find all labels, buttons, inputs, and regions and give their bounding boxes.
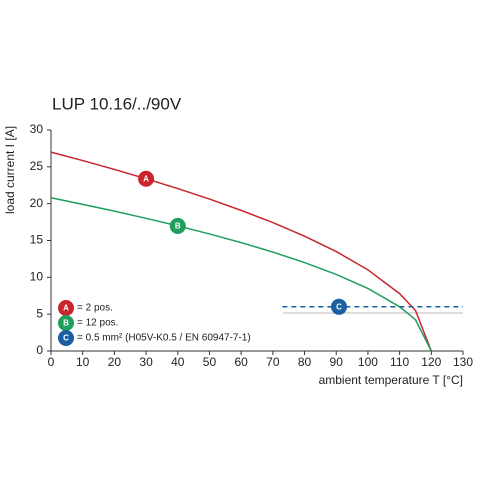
- y-axis-label: load current I [A]: [3, 126, 17, 214]
- y-tick-label: 0: [36, 343, 43, 357]
- series-marker-letter: B: [175, 222, 181, 231]
- x-tick-label: 130: [453, 355, 473, 369]
- series-marker: [331, 298, 347, 315]
- series-marker: [138, 170, 155, 187]
- x-tick-label: 0: [48, 355, 55, 369]
- legend-marker-letter: A: [63, 304, 69, 313]
- x-tick-label: 20: [108, 355, 122, 369]
- x-tick-label: 110: [390, 355, 409, 369]
- legend-label: = 12 pos.: [77, 318, 118, 329]
- x-tick-label: 70: [266, 355, 280, 369]
- legend-marker-letter: B: [63, 319, 69, 328]
- series-marker-letter: C: [336, 302, 342, 311]
- y-tick-label: 20: [30, 196, 44, 210]
- series-line: [50, 151, 433, 352]
- x-tick-label: 60: [234, 355, 248, 369]
- x-tick-label: 10: [76, 355, 90, 369]
- chart-title: LUP 10.16/../90V: [52, 94, 182, 113]
- x-tick-label: 120: [421, 355, 441, 369]
- legend-marker-letter: C: [63, 334, 69, 343]
- legend-marker: [58, 300, 74, 316]
- x-tick-label: 30: [139, 355, 153, 369]
- y-tick-label: 5: [36, 306, 43, 320]
- series-marker: [169, 217, 186, 234]
- y-tick-label: 30: [30, 122, 44, 136]
- y-tick-label: 15: [30, 233, 44, 247]
- x-tick-label: 100: [358, 355, 378, 369]
- x-axis-label: ambient temperature T [°C]: [319, 373, 463, 387]
- x-tick-label: 50: [203, 355, 217, 369]
- legend-marker: [58, 315, 74, 331]
- y-tick-label: 10: [30, 270, 44, 284]
- x-tick-label: 80: [298, 355, 312, 369]
- y-tick-label: 25: [30, 159, 44, 173]
- legend-label: = 0.5 mm² (H05V-K0.5 / EN 60947-7-1): [77, 333, 251, 344]
- series-line: [50, 197, 432, 352]
- legend-label: = 2 pos.: [77, 303, 113, 314]
- legend-marker: [58, 330, 74, 346]
- series-marker-letter: A: [143, 174, 149, 183]
- x-tick-label: 90: [330, 355, 344, 369]
- x-tick-label: 40: [171, 355, 185, 369]
